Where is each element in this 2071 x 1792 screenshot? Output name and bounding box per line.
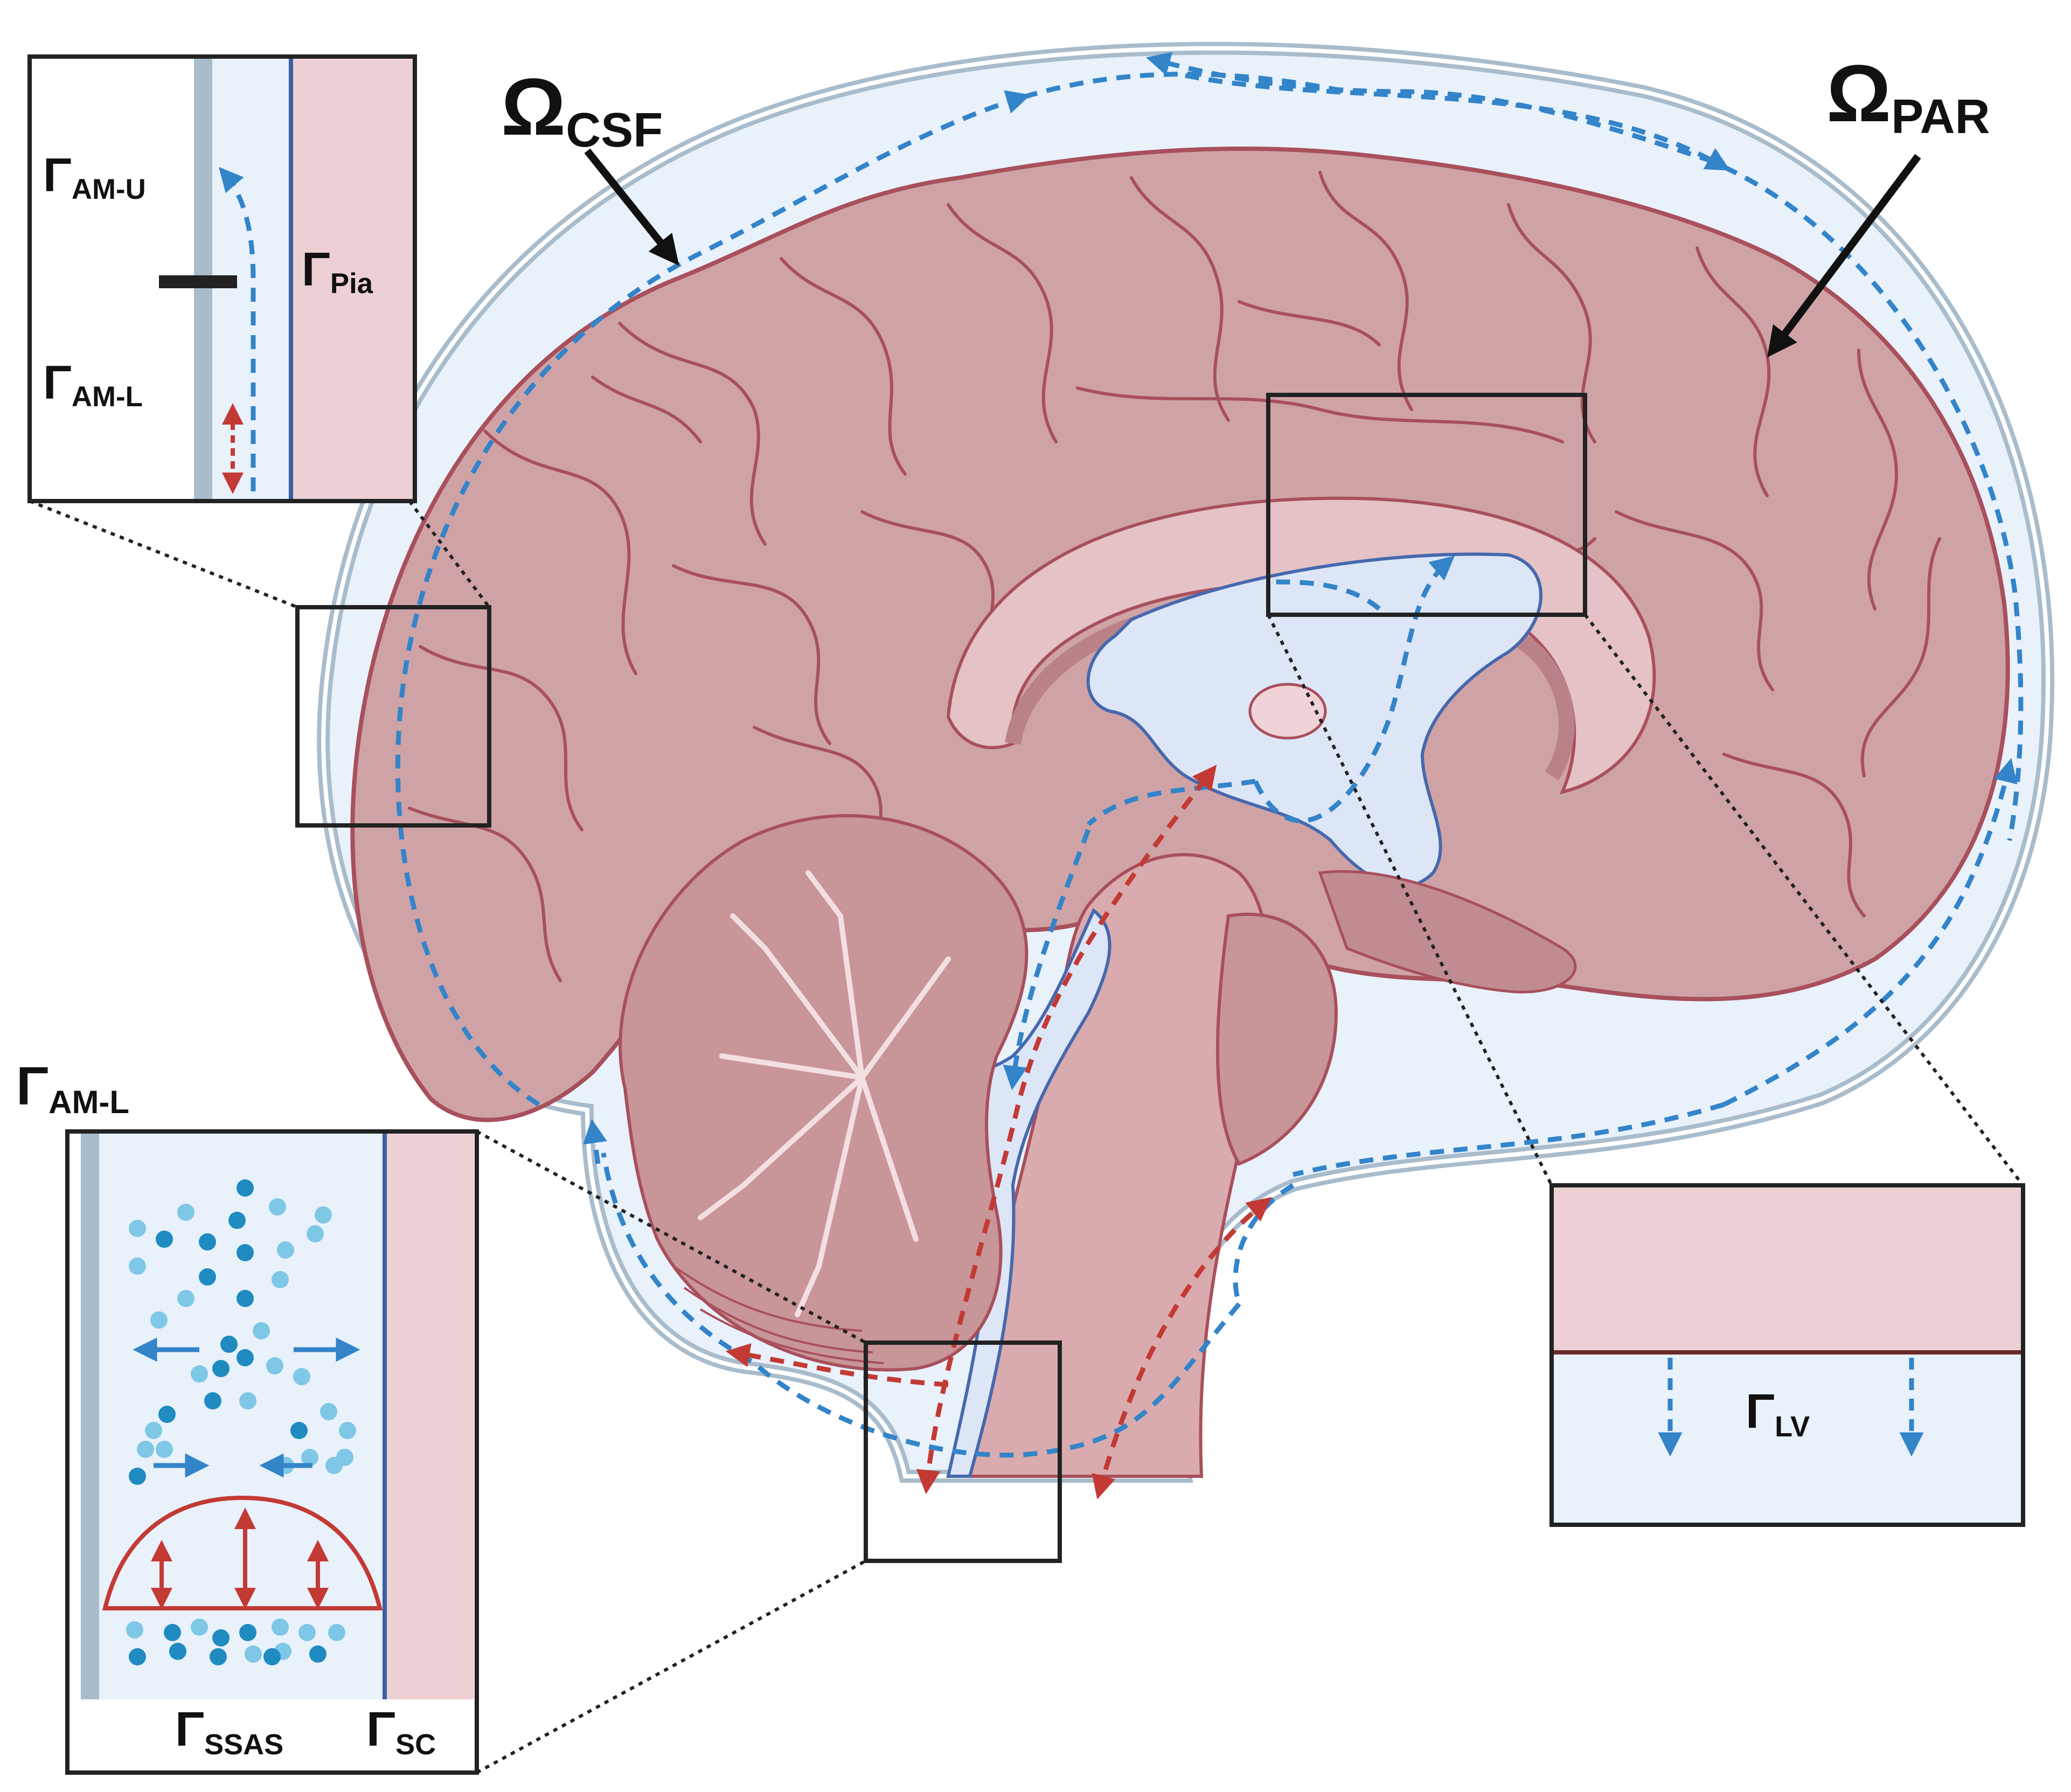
tracer-particle xyxy=(237,1179,254,1197)
tracer-particle xyxy=(126,1621,143,1638)
tracer-particle xyxy=(210,1648,227,1665)
tracer-particle xyxy=(220,1336,238,1353)
inset-spinal: ΓAM-L ΓSSAS ΓSC xyxy=(16,1056,479,1775)
gamma-ssas-label: ΓSSAS xyxy=(175,1703,283,1761)
tracer-particle xyxy=(253,1322,270,1339)
tracer-particle xyxy=(293,1368,310,1385)
tracer-particle xyxy=(328,1624,345,1641)
gamma-lv-label: ΓLV xyxy=(1746,1385,1810,1443)
tracer-particle xyxy=(266,1357,283,1374)
omega-csf-label: ΩCSF xyxy=(501,61,663,157)
tracer-particle xyxy=(212,1629,230,1647)
gamma-am-l-label-bottom: ΓAM-L xyxy=(16,1056,129,1120)
tracer-particles xyxy=(126,1179,356,1665)
tracer-particle xyxy=(269,1198,286,1215)
tracer-particle xyxy=(156,1441,173,1458)
tracer-particle xyxy=(263,1648,281,1665)
tracer-particle xyxy=(164,1624,181,1641)
roi-ventricle-box xyxy=(1266,393,1587,617)
spinal-cord-band xyxy=(385,1134,474,1699)
lateral-ventricle xyxy=(1086,552,1542,888)
thalamus-mass xyxy=(1248,683,1327,740)
tracer-particle xyxy=(177,1204,194,1221)
inset-cortex: ΓAM-U ΓAM-L ΓPia xyxy=(27,54,417,503)
omega-csf-pointer xyxy=(584,148,679,266)
tracer-particle xyxy=(315,1206,332,1224)
omega-par-pointer xyxy=(1767,154,1921,358)
tracer-particle xyxy=(129,1468,146,1485)
tracer-particle xyxy=(237,1244,254,1261)
tracer-particle xyxy=(204,1392,221,1409)
tracer-particle xyxy=(129,1258,146,1275)
tracer-particle xyxy=(239,1392,256,1409)
tracer-particle xyxy=(191,1365,208,1383)
oscillatory-flow-paths xyxy=(725,765,1272,1500)
tracer-particle xyxy=(199,1268,216,1286)
tracer-particle xyxy=(145,1422,162,1439)
parenchyma-band xyxy=(291,59,413,499)
gamma-sc-label: ΓSC xyxy=(366,1703,436,1761)
lateral-flow-arrows xyxy=(133,1337,360,1478)
tracer-particle xyxy=(298,1624,316,1641)
inset-ventricle: ΓLV xyxy=(1549,1183,2025,1527)
tracer-particle xyxy=(212,1360,230,1377)
tracer-particle xyxy=(199,1233,216,1251)
tracer-particle xyxy=(239,1624,256,1641)
gamma-am-u-label: ΓAM-U xyxy=(43,148,146,205)
tracer-particle xyxy=(272,1271,289,1288)
tracer-particle xyxy=(245,1645,262,1663)
tracer-particle xyxy=(301,1449,318,1466)
tracer-particle xyxy=(237,1290,254,1307)
tracer-particle xyxy=(228,1212,246,1229)
omega-par-label: ΩPAR xyxy=(1826,48,1990,144)
tracer-particle xyxy=(325,1457,343,1474)
tracer-particle xyxy=(307,1225,324,1242)
roi-cortex-box xyxy=(295,605,491,828)
gamma-pia-label: ΓPia xyxy=(302,242,373,300)
parenchyma-band xyxy=(1554,1187,2021,1352)
tracer-particle xyxy=(169,1643,186,1660)
tracer-particle xyxy=(320,1403,337,1420)
csf-flow-paths xyxy=(395,52,2024,1458)
pressure-arrows xyxy=(151,1508,329,1609)
roi-spinal-box xyxy=(864,1340,1062,1563)
zoom-connectors xyxy=(29,499,2025,1774)
tracer-particle xyxy=(272,1619,289,1636)
tracer-particle xyxy=(290,1422,308,1439)
tracer-particle xyxy=(156,1231,173,1248)
tracer-particle xyxy=(158,1406,176,1423)
tracer-particle xyxy=(129,1220,146,1237)
tracer-particle xyxy=(137,1441,154,1458)
tracer-particle xyxy=(129,1648,146,1665)
pressure-pulse-dome xyxy=(102,1495,383,1610)
tracer-particle xyxy=(177,1290,194,1307)
tracer-particle xyxy=(309,1645,326,1663)
tracer-particle xyxy=(191,1619,208,1636)
tracer-particle xyxy=(237,1349,254,1366)
arachnoid-membrane xyxy=(81,1134,99,1699)
tracer-particle xyxy=(339,1422,356,1439)
tracer-particle xyxy=(150,1311,168,1329)
gamma-am-l-label-top: ΓAM-L xyxy=(43,356,143,413)
roi-boxes xyxy=(295,393,1587,1563)
tracer-particle xyxy=(277,1241,294,1259)
